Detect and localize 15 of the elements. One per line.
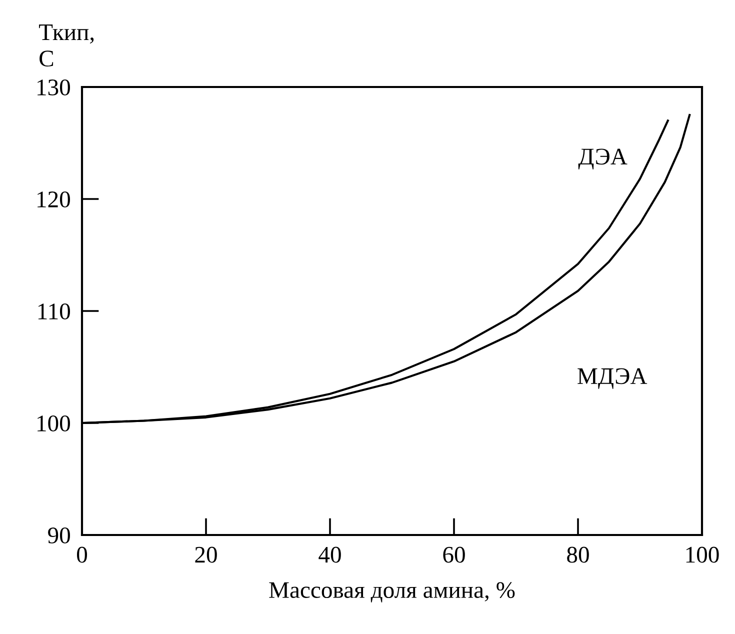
y-axis-title: Ткип, С <box>39 24 94 67</box>
y-tick-label: 90 <box>48 527 70 544</box>
y-tick-label: 120 <box>38 191 70 208</box>
y-tick-label: 100 <box>38 415 70 432</box>
x-tick-label: 80 <box>567 546 589 563</box>
annotation: МДЭА <box>578 368 648 389</box>
x-tick-label: 40 <box>318 546 341 563</box>
y-tick-label: 130 <box>38 79 70 96</box>
annotation: ДЭА <box>578 148 628 170</box>
x-tick-label: 100 <box>686 546 719 563</box>
x-tick-label: 60 <box>443 546 465 563</box>
y-tick-label: 110 <box>38 303 70 320</box>
x-tick-label: 20 <box>195 546 217 563</box>
x-axis-title: Массовая доля амина, % <box>269 582 515 602</box>
x-tick-label: 0 <box>76 546 88 563</box>
